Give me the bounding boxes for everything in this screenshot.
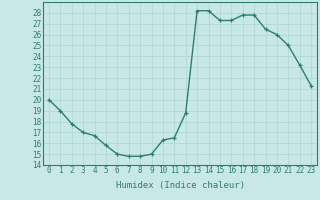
X-axis label: Humidex (Indice chaleur): Humidex (Indice chaleur) bbox=[116, 181, 244, 190]
